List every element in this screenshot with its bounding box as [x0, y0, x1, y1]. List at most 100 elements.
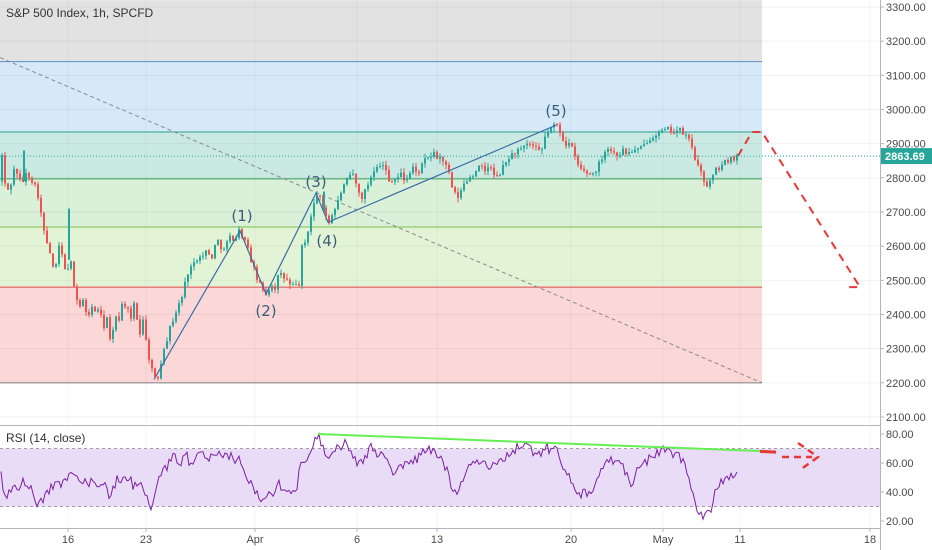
price-tick-label: 2600.00: [886, 241, 926, 253]
candle: [274, 283, 276, 294]
candle: [37, 181, 39, 201]
candle: [670, 124, 672, 135]
candle: [733, 155, 735, 163]
candle: [109, 314, 111, 342]
price-axis[interactable]: 2100.00 2200.00 2300.00 2400.00 2500.00 2600.…: [880, 0, 932, 550]
candle: [13, 165, 15, 187]
fib-zone: [0, 132, 762, 179]
price-tick-label: 2100.00: [886, 412, 926, 424]
candle: [154, 367, 156, 377]
price-tick-label: 2800.00: [886, 173, 926, 185]
candle: [688, 133, 690, 142]
candle: [148, 337, 150, 364]
candle: [361, 191, 363, 203]
candle: [52, 253, 54, 268]
candle: [610, 146, 612, 155]
candle: [448, 162, 450, 175]
candle: [526, 140, 528, 150]
candle: [664, 126, 666, 131]
time-axis[interactable]: 16 23 Apr 6 13 20 May 11 18: [0, 528, 880, 546]
candle: [568, 138, 570, 149]
candle: [43, 211, 45, 235]
candle: [241, 227, 243, 240]
grid: [0, 0, 880, 528]
candle: [190, 263, 192, 279]
candle: [601, 155, 603, 165]
fib-zones: [0, 0, 762, 383]
candle: [499, 173, 501, 177]
time-tick-label: 11: [734, 534, 745, 546]
candle: [34, 181, 36, 187]
candle: [97, 306, 99, 313]
candle: [4, 151, 6, 187]
fib-zone: [0, 178, 762, 228]
candle: [691, 134, 693, 150]
candle: [370, 175, 372, 187]
candle: [250, 244, 252, 263]
candle: [352, 169, 354, 176]
candle: [49, 241, 51, 254]
candle: [277, 274, 279, 294]
candle: [616, 151, 618, 161]
candle: [394, 178, 396, 186]
candle: [640, 144, 642, 150]
price-tick-label: 3300.00: [886, 2, 926, 14]
candle: [409, 170, 411, 180]
candle: [124, 301, 126, 309]
candle: [271, 283, 273, 293]
candle: [514, 152, 516, 159]
candle: [313, 198, 315, 222]
rsi-projection: [759, 449, 777, 454]
candle: [67, 263, 69, 271]
candle: [421, 162, 423, 174]
candle: [55, 262, 57, 269]
candle: [598, 159, 600, 177]
candle: [487, 162, 489, 176]
candle: [115, 315, 117, 333]
candle: [94, 305, 96, 312]
time-tick-label: 18: [864, 534, 876, 546]
candle: [349, 171, 351, 181]
price-tick-label: 3100.00: [886, 70, 926, 82]
price-tick-label: 2700.00: [886, 207, 926, 219]
candle: [301, 243, 303, 290]
rsi-line: [0, 432, 738, 521]
candle: [562, 130, 564, 142]
candle: [211, 254, 213, 260]
wave-label: (4): [316, 232, 337, 250]
candle: [403, 168, 405, 185]
candle: [145, 315, 147, 341]
wave-label: (1): [231, 207, 252, 225]
wave-label: (3): [305, 173, 326, 191]
candle: [736, 153, 738, 165]
candle: [727, 157, 729, 165]
last-price-value: 2863.69: [885, 151, 925, 163]
candle: [100, 305, 102, 318]
price-tick-label: 3200.00: [886, 36, 926, 48]
candle: [550, 127, 552, 134]
candle: [544, 131, 546, 150]
candle: [721, 160, 723, 172]
candle: [136, 302, 138, 321]
candle: [433, 148, 435, 159]
candle: [439, 153, 441, 164]
candle: [358, 183, 360, 197]
candle: [415, 163, 417, 176]
candle: [460, 187, 462, 201]
candle: [187, 274, 189, 287]
candle: [661, 128, 663, 134]
rsi-trend-line: [317, 433, 771, 453]
candle: [82, 298, 84, 307]
fib-lines: [0, 61, 762, 384]
candle: [343, 183, 345, 194]
rsi-arrow-head: [797, 441, 821, 472]
candle: [73, 261, 75, 288]
trend-dashed-line: [0, 57, 763, 384]
candle: [337, 195, 339, 211]
candle: [298, 281, 300, 287]
fib-zone: [0, 0, 762, 62]
candle: [121, 301, 123, 321]
candle: [424, 153, 426, 168]
time-tick-label: 20: [565, 534, 577, 546]
